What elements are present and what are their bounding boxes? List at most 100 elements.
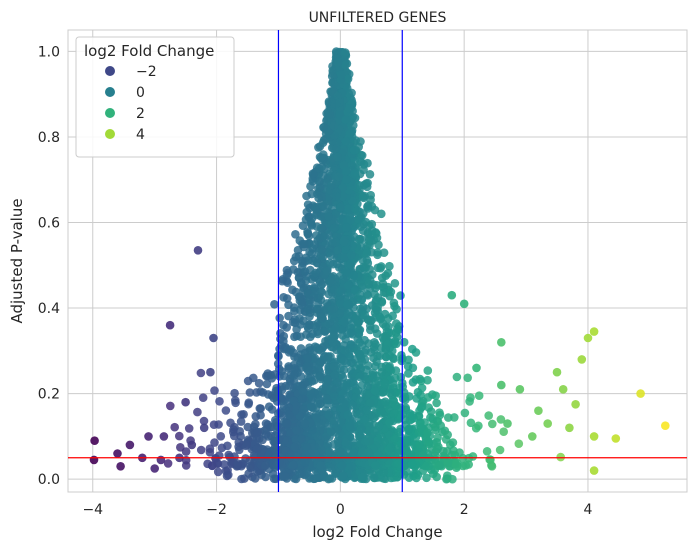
scatter-point: [346, 215, 356, 225]
scatter-point: [144, 432, 153, 441]
scatter-point: [289, 460, 298, 470]
scatter-point: [245, 388, 255, 397]
scatter-point: [450, 450, 460, 460]
scatter-point: [193, 407, 202, 417]
scatter-point: [241, 454, 250, 463]
scatter-point: [193, 246, 203, 255]
scatter-point: [291, 401, 301, 411]
scatter-point: [366, 317, 375, 326]
scatter-point: [381, 345, 391, 355]
scatter-point: [404, 424, 414, 434]
scatter-point: [310, 240, 320, 249]
scatter-point: [342, 382, 352, 391]
scatter-point: [339, 237, 349, 247]
scatter-point: [385, 261, 394, 271]
scatter-point: [460, 408, 470, 418]
scatter-point: [327, 180, 336, 190]
scatter-point: [528, 432, 537, 441]
chart-title: UNFILTERED GENES: [309, 10, 447, 26]
scatter-point: [210, 438, 219, 447]
scatter-point: [423, 375, 432, 385]
scatter-point: [270, 300, 279, 309]
legend: log2 Fold Change −2 0 2 4: [75, 36, 235, 158]
scatter-point: [343, 410, 353, 419]
scatter-point: [341, 60, 350, 70]
scatter-point: [371, 229, 381, 238]
scatter-point: [360, 437, 370, 446]
scatter-point: [290, 318, 300, 328]
scatter-point: [327, 305, 336, 314]
scatter-point: [362, 405, 371, 415]
scatter-point: [352, 311, 361, 321]
legend-label: 4: [136, 127, 145, 143]
x-tick-labels: −4 −2 0 2 4: [82, 502, 592, 518]
scatter-point: [233, 459, 243, 468]
scatter-point: [463, 373, 473, 383]
scatter-point: [302, 442, 312, 452]
scatter-point: [362, 249, 372, 258]
scatter-point: [327, 463, 336, 473]
scatter-point: [251, 419, 260, 429]
scatter-point: [289, 265, 298, 274]
scatter-point: [252, 388, 261, 397]
scatter-point: [307, 377, 317, 386]
scatter-point: [361, 345, 371, 355]
scatter-point: [306, 295, 315, 305]
legend-marker: [105, 66, 115, 76]
scatter-point: [450, 459, 460, 469]
scatter-point: [328, 337, 338, 347]
scatter-point: [325, 447, 334, 457]
scatter-point: [339, 471, 348, 481]
scatter-point: [223, 441, 232, 451]
scatter-point: [350, 146, 359, 155]
scatter-point: [349, 271, 359, 280]
scatter-point: [577, 355, 587, 364]
legend-marker: [105, 129, 115, 139]
scatter-point: [300, 458, 310, 467]
scatter-point: [196, 445, 206, 455]
scatter-point: [305, 366, 314, 376]
scatter-point: [216, 432, 226, 441]
scatter-point: [333, 152, 343, 162]
scatter-point: [336, 394, 346, 404]
scatter-point: [386, 287, 396, 297]
scatter-point: [308, 169, 318, 178]
scatter-point: [341, 137, 351, 146]
scatter-point: [364, 447, 373, 457]
scatter-point: [390, 433, 399, 443]
scatter-point: [379, 248, 389, 257]
scatter-point: [482, 447, 492, 456]
scatter-point: [370, 386, 380, 396]
scatter-point: [356, 396, 366, 405]
scatter-point: [371, 461, 380, 470]
scatter-point: [331, 99, 341, 109]
scatter-point: [264, 402, 274, 412]
scatter-point: [346, 340, 356, 349]
scatter-point: [125, 440, 135, 450]
scatter-point: [342, 175, 351, 185]
scatter-point: [496, 415, 506, 424]
scatter-point: [299, 405, 309, 414]
scatter-point: [442, 474, 451, 484]
scatter-point: [484, 411, 494, 420]
scatter-point: [383, 314, 393, 323]
scatter-point: [488, 419, 497, 429]
scatter-point: [466, 418, 476, 428]
scatter-point: [408, 344, 417, 354]
scatter-point: [335, 110, 345, 120]
scatter-point: [442, 446, 452, 456]
scatter-point: [333, 436, 343, 445]
scatter-point: [417, 383, 427, 393]
scatter-point: [196, 368, 206, 378]
scatter-point: [227, 458, 236, 468]
scatter-point: [377, 368, 386, 377]
scatter-point: [365, 170, 375, 179]
scatter-point: [340, 317, 349, 327]
scatter-point: [199, 416, 209, 426]
scatter-point: [300, 267, 310, 276]
scatter-point: [322, 394, 332, 404]
scatter-point: [379, 387, 388, 397]
scatter-point: [495, 445, 505, 455]
legend-marker: [105, 87, 115, 97]
scatter-point: [272, 383, 281, 393]
